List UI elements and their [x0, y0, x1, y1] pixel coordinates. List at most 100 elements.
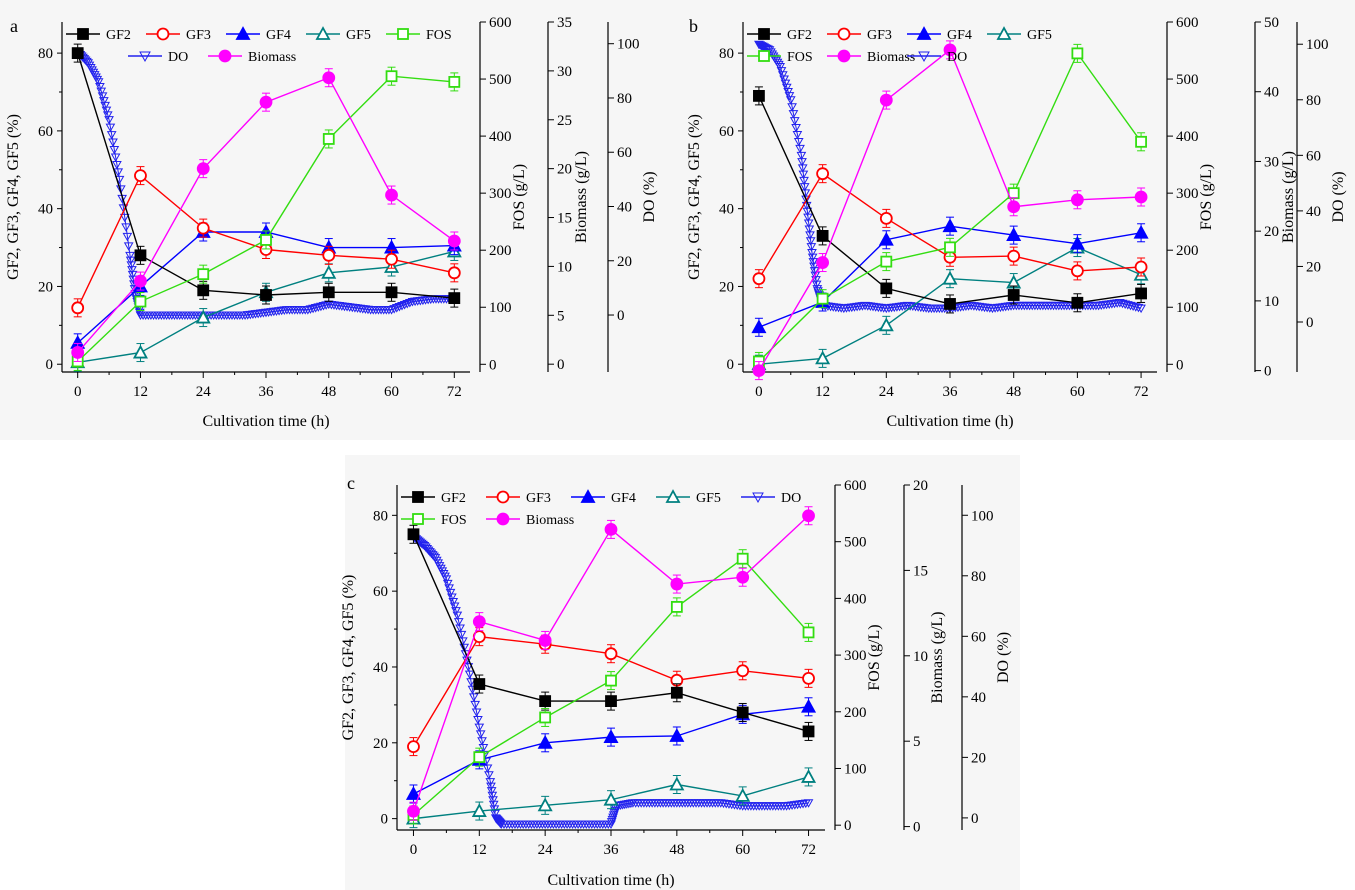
y-tick-label: 0	[727, 357, 735, 373]
right-tick-label: 0	[913, 820, 921, 836]
gf3-point	[1070, 264, 1084, 278]
series-fos	[407, 549, 815, 825]
do-point	[108, 138, 118, 148]
fos-point	[1071, 47, 1084, 60]
gf2-point	[134, 249, 147, 262]
gf4-point	[1133, 224, 1149, 239]
do-point	[442, 579, 453, 589]
do-point	[809, 267, 820, 276]
do-point	[444, 584, 454, 593]
do-point	[777, 71, 788, 80]
do-point	[95, 82, 105, 92]
legend-label-gf3: GF3	[526, 491, 551, 506]
biomass-point	[1134, 190, 1148, 204]
biomass-point	[71, 346, 85, 359]
fos-point	[197, 268, 210, 281]
y-tick-label: 60	[719, 124, 734, 140]
do-point	[125, 251, 135, 261]
right-axis-title: Biomass (g/L)	[1280, 151, 1297, 243]
legend-marker-gf2	[758, 28, 770, 40]
gf4-point	[603, 729, 619, 744]
do-point	[96, 87, 107, 97]
x-tick-label: 72	[801, 842, 816, 858]
do-point	[806, 243, 817, 252]
do-point	[468, 693, 479, 702]
legend-label-biomass: Biomass	[248, 50, 296, 65]
do-point	[105, 123, 116, 133]
biomass-point	[802, 509, 815, 523]
gf5-point	[735, 787, 751, 802]
do-point	[780, 79, 791, 89]
series-gf2	[71, 43, 461, 308]
right-tick-label: 60	[617, 145, 632, 161]
do-point	[797, 158, 807, 167]
do-point	[97, 92, 108, 101]
right-tick-label: 100	[1176, 300, 1199, 316]
do-point	[125, 256, 136, 266]
panel-label: b	[689, 16, 698, 36]
right-tick-label: 600	[1176, 15, 1199, 31]
legend-marker-do	[752, 492, 764, 504]
right-tick-label: 0	[1264, 364, 1272, 380]
fos-point	[322, 133, 335, 145]
fos-point	[944, 241, 956, 254]
legend-marker-fos	[412, 513, 424, 525]
legend-marker-gf4	[580, 489, 596, 503]
y-tick-label: 0	[381, 812, 389, 828]
x-tick-label: 60	[735, 842, 750, 858]
gf4-point	[1069, 235, 1085, 250]
legend-label-gf4: GF4	[266, 28, 291, 43]
do-point	[391, 304, 402, 313]
right-tick-label: 400	[1176, 129, 1199, 145]
series-biomass	[752, 40, 1148, 381]
fos-axis: 0 100 200 300 400 500 600 FOS (g/L)	[1166, 15, 1215, 373]
x-tick-label: 48	[669, 842, 684, 858]
do-point	[795, 144, 805, 154]
right-tick-label: 30	[1264, 154, 1279, 170]
do-point	[781, 83, 792, 93]
fos-point	[816, 292, 829, 305]
right-tick-label: 20	[1264, 224, 1279, 240]
gf2-point	[880, 282, 893, 295]
x-tick-label: 24	[196, 384, 212, 400]
do-point	[112, 160, 122, 170]
right-tick-label: 100	[617, 37, 640, 53]
do-point	[463, 663, 474, 672]
legend-marker-gf4	[235, 26, 251, 40]
biomass-point	[670, 577, 684, 591]
do-point	[809, 262, 819, 272]
do-point	[455, 624, 465, 634]
do-point	[477, 737, 487, 746]
gf2-point	[539, 695, 552, 707]
biomass-point	[752, 364, 766, 378]
do-point	[803, 219, 814, 229]
gf2-point	[260, 289, 272, 301]
x-tick-label: 72	[447, 384, 462, 400]
panel-label: a	[10, 16, 18, 36]
right-axis-title: DO (%)	[1330, 171, 1347, 222]
gf2-point	[816, 229, 829, 242]
x-axis-title: Cultivation time (h)	[202, 413, 329, 430]
right-tick-label: 0	[971, 811, 979, 827]
legend-label-biomass: Biomass	[526, 513, 574, 528]
do-point	[389, 305, 400, 314]
do-point	[418, 540, 428, 550]
legend: GF2 GF3 GF4 GF5 FOS DO Biomass	[66, 26, 452, 65]
do-point	[110, 153, 121, 162]
do-point	[482, 764, 493, 773]
gf2-point	[71, 47, 84, 60]
do-point	[445, 588, 456, 598]
gf5-point	[603, 791, 619, 806]
right-tick-label: 0	[1306, 315, 1314, 331]
do-point	[122, 232, 133, 242]
right-tick-label: 5	[557, 308, 565, 324]
legend-marker-gf3	[837, 27, 851, 41]
right-tick-label: 20	[557, 162, 572, 178]
x-tick-label: 24	[538, 842, 554, 858]
do-point	[313, 303, 324, 312]
gf2-point	[736, 706, 749, 719]
do-point	[109, 146, 120, 155]
do-point	[310, 304, 321, 313]
do-point	[486, 787, 497, 796]
do-point	[799, 183, 810, 192]
